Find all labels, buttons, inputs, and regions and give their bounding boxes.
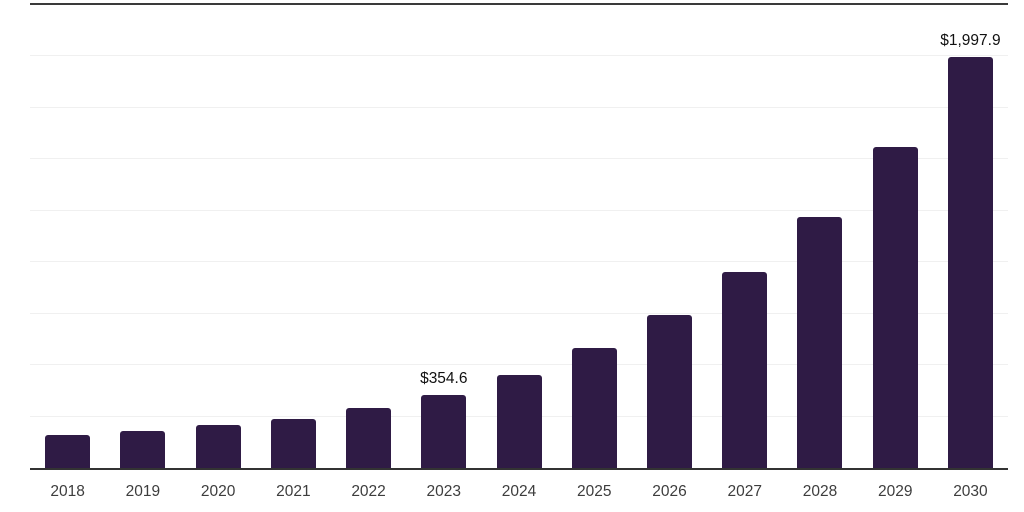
bar-slot-2025 [557, 5, 632, 468]
bar-value-label-2023: $354.6 [420, 370, 468, 388]
gridline-1250 [30, 209, 1008, 211]
bar-2026 [646, 314, 692, 468]
gridline-500 [30, 364, 1008, 366]
bar-2021 [270, 418, 316, 468]
x-axis: 2018 2019 2020 2021 2022 2023 2024 2025 2026 2027… [30, 478, 1008, 506]
x-tick-label-2021: 2021 [276, 483, 311, 500]
bar-2024 [496, 374, 542, 468]
gridline-2000 [30, 55, 1008, 57]
x-tick-label-2023: 2023 [426, 483, 462, 500]
gridline-1750 [30, 106, 1008, 108]
plot-area: $354.6 $1,997.9 [30, 3, 1008, 470]
bar-slot-2019 [105, 5, 180, 468]
bar-2023 [421, 395, 467, 468]
x-tick-label-2030: 2030 [953, 483, 988, 500]
x-tick-label-2022: 2022 [351, 483, 386, 500]
bar-value-label-2030: $1,997.9 [940, 31, 1001, 49]
bar-2018 [45, 435, 91, 468]
bar-2020 [195, 425, 241, 468]
bar-2022 [346, 408, 392, 468]
bars: $354.6 $1,997.9 [30, 5, 1008, 468]
x-tick-label-2024: 2024 [501, 483, 537, 500]
x-tick-label-2029: 2029 [877, 483, 913, 500]
bar-2028 [797, 217, 843, 468]
bar-2027 [722, 272, 768, 468]
x-tick-label-2020: 2020 [200, 483, 236, 500]
x-tick-label-2028: 2028 [802, 483, 838, 500]
x-tick-label-2025: 2025 [577, 483, 612, 500]
bar-2030 [947, 56, 993, 468]
bar-slot-2028 [782, 5, 857, 468]
x-tick-label-2026: 2026 [652, 483, 687, 500]
bar-slot-2023: $354.6 [406, 5, 481, 468]
x-tick-label-2018: 2018 [50, 483, 85, 500]
x-tick-label-2027: 2027 [727, 483, 762, 500]
bar-slot-2024 [481, 5, 556, 468]
bar-2025 [571, 348, 617, 468]
bar-2019 [120, 430, 166, 468]
gridline-1000 [30, 261, 1008, 263]
bar-slot-2026 [632, 5, 707, 468]
gridline-750 [30, 312, 1008, 314]
bar-slot-2029 [858, 5, 933, 468]
bar-slot-2020 [180, 5, 255, 468]
bar-slot-2018 [30, 5, 105, 468]
bar-slot-2021 [256, 5, 331, 468]
bar-slot-2027 [707, 5, 782, 468]
gridline-1500 [30, 158, 1008, 160]
bar-slot-2030: $1,997.9 [933, 5, 1008, 468]
bar-slot-2022 [331, 5, 406, 468]
bar-2029 [872, 147, 918, 468]
x-tick-label-2019: 2019 [125, 483, 161, 500]
